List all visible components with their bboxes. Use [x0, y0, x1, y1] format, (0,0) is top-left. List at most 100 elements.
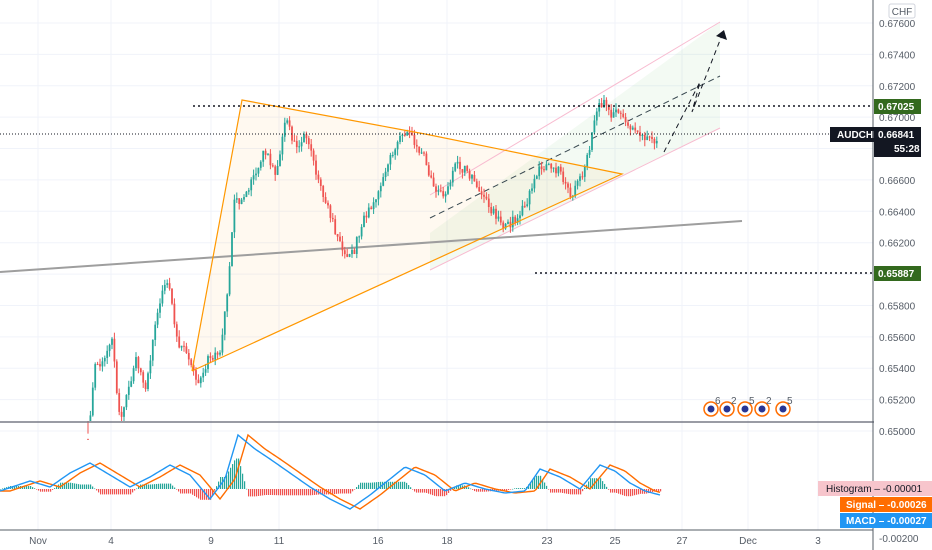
macd-histogram-bar [174, 487, 176, 489]
candle-body [135, 357, 137, 369]
current-price-tag [874, 127, 921, 157]
macd-histogram-bar [648, 489, 650, 494]
macd-histogram-bar [580, 489, 582, 495]
candle-body [403, 134, 406, 136]
candle-body [406, 132, 409, 136]
macd-histogram-bar [458, 485, 460, 489]
macd-histogram-bar [402, 481, 404, 489]
macd-histogram-bar [660, 489, 662, 492]
macd-histogram-bar [388, 481, 390, 489]
macd-histogram-bar [300, 489, 302, 496]
macd-histogram-bar [124, 489, 126, 495]
candle-body [120, 411, 123, 417]
candle-body [283, 122, 286, 137]
candle-body [295, 141, 298, 148]
projection-path[interactable] [663, 29, 725, 153]
event-count-label: 2 [766, 396, 772, 407]
candle-body [605, 99, 608, 106]
time-tick-label: 3 [815, 536, 821, 547]
macd-histogram-bar [278, 489, 280, 496]
candle-body [288, 120, 291, 127]
macd-signal-line[interactable] [0, 433, 661, 510]
channel-upper-line[interactable] [429, 21, 721, 196]
macd-histogram-bar [442, 489, 444, 497]
flag-icon [779, 405, 787, 413]
triangle-pattern-outline[interactable] [191, 99, 624, 372]
candle-body [538, 166, 541, 177]
candle-body [533, 178, 536, 189]
macd-histogram-bar [224, 477, 226, 489]
support-level-tag [874, 266, 921, 281]
event-count-label: 5 [787, 396, 793, 407]
candle-body [391, 154, 394, 156]
macd-histogram-bar [480, 489, 482, 492]
macd-histogram-bar [302, 489, 304, 496]
candle-body [214, 352, 217, 360]
macd-histogram-bar [152, 484, 154, 489]
macd-histogram-bar [214, 489, 216, 491]
flag-icon [707, 405, 715, 413]
candle-body [521, 205, 524, 216]
support-trendline[interactable] [0, 220, 743, 273]
candle-body [375, 199, 377, 203]
histogram-legend-tag [818, 481, 932, 496]
macd-histogram-bar [268, 489, 270, 495]
candle-body [610, 109, 613, 118]
macd-histogram-bar [466, 486, 468, 489]
macd-histogram-bar [542, 479, 544, 489]
macd-histogram-bar [168, 483, 170, 489]
macd-histogram-bar [28, 486, 30, 489]
macd-histogram-bar [176, 489, 178, 490]
macd-histogram-bar [96, 489, 98, 491]
macd-histogram-bar [198, 489, 200, 499]
resistance-level-value: 0.67025 [878, 102, 915, 113]
drawing-layer[interactable] [192, 22, 720, 371]
candle-body [399, 135, 401, 142]
macd-histogram-bar [508, 489, 510, 490]
candle-body [655, 140, 658, 144]
macd-histogram-bar [24, 486, 26, 489]
macd-histogram-bar [290, 489, 292, 496]
macd-legend-tag [840, 513, 932, 528]
candle-body [149, 360, 152, 374]
candle-body [360, 226, 363, 237]
candle-body [219, 352, 221, 355]
candle-body [238, 198, 241, 205]
candle-body [185, 346, 188, 353]
time-axis[interactable]: Nov 4 9 11 16 18 23 25 27 Dec 3 [29, 536, 821, 547]
candle-body [96, 364, 99, 366]
candle-body [643, 134, 646, 141]
price-channel-fill [430, 22, 720, 270]
symbol-tag [830, 127, 874, 142]
channel-lower-line[interactable] [429, 127, 721, 271]
macd-histogram-bar [324, 489, 326, 495]
macd-histogram-bar [76, 483, 78, 489]
macd-line[interactable] [0, 433, 661, 510]
macd-histogram-bar [448, 489, 450, 493]
candle-body [490, 207, 493, 214]
currency-label-box[interactable] [888, 3, 916, 19]
price-axis-background[interactable] [874, 0, 932, 525]
macd-histogram-bar [510, 489, 512, 490]
macd-histogram-bar [424, 489, 426, 493]
macd-histogram-bar [32, 487, 34, 489]
candle-body [562, 171, 565, 182]
candle-body [651, 136, 653, 139]
candle-body [499, 216, 502, 223]
macd-histogram-bar [362, 482, 364, 489]
macd-histogram-bar [116, 489, 118, 495]
macd-histogram-bar [78, 484, 80, 489]
channel-mid-line[interactable] [429, 75, 721, 219]
candle-body [341, 241, 344, 251]
candle-body [115, 361, 118, 394]
candle-body [118, 393, 121, 412]
candle-body [622, 113, 625, 117]
candle-body [583, 166, 586, 177]
candle-body [535, 176, 538, 179]
macd-histogram-bar [564, 489, 566, 494]
candle-body [485, 196, 488, 199]
macd-histogram-bar [304, 489, 306, 496]
candle-body [94, 364, 97, 388]
